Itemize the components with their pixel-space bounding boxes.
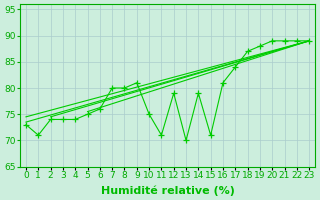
X-axis label: Humidité relative (%): Humidité relative (%) [100, 185, 235, 196]
